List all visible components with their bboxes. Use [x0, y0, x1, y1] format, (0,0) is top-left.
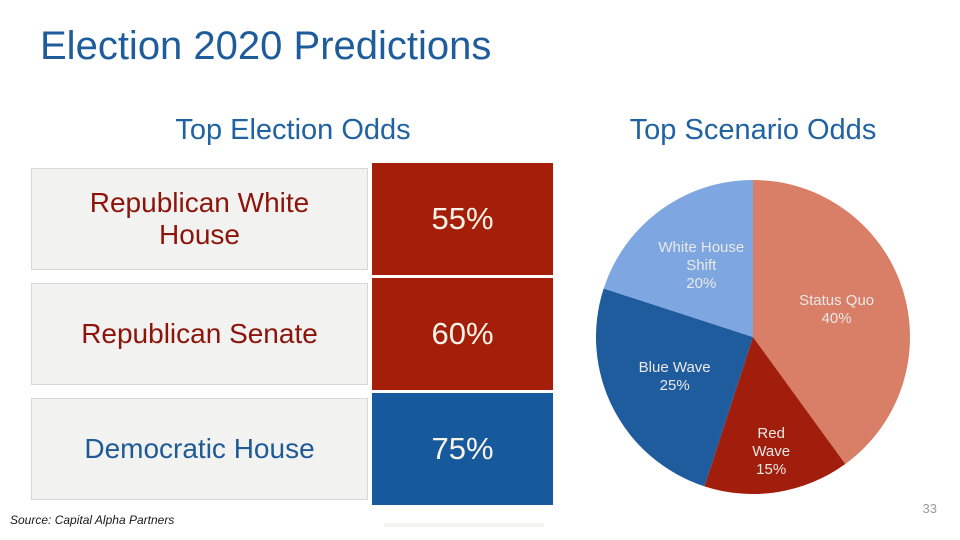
pie-label-status-quo: Status Quo 40% — [799, 292, 874, 328]
pie-label-line: 25% — [659, 376, 690, 394]
pie-label-red-wave: Red Wave 15% — [752, 425, 790, 479]
pie-label-white-house-shift: White House Shift 20% — [658, 239, 744, 293]
pie-slice-blue-wave — [595, 288, 753, 487]
pie-label-line: Blue Wave — [638, 358, 711, 376]
slide-title: Election 2020 Predictions — [40, 24, 492, 68]
odds-row-value-republican-senate: 60% — [372, 278, 553, 390]
scenario-odds-heading: Top Scenario Odds — [629, 114, 877, 146]
table-reflection — [384, 523, 544, 527]
pie-label-line: 20% — [686, 274, 717, 292]
source-note: Source: Capital Alpha Partners — [10, 513, 175, 527]
pie-slice-red-wave — [704, 337, 846, 495]
page-number: 33 — [922, 501, 937, 516]
pie-label-blue-wave: Blue Wave 25% — [639, 359, 711, 395]
scenario-pie: Status Quo 40% Red Wave 15% Blue Wave 25% White… — [588, 172, 918, 502]
pie-label-line: White House — [658, 238, 745, 256]
odds-row-value-republican-white-house: 55% — [372, 163, 553, 275]
pie-label-line: 15% — [756, 460, 787, 478]
pie-slice-white-house-shift — [603, 180, 753, 337]
election-odds-heading: Top Election Odds — [175, 114, 411, 146]
scenario-pie-svg — [595, 180, 911, 495]
odds-row-label-republican-white-house: Republican White House — [31, 168, 368, 270]
pie-label-line: 40% — [821, 309, 852, 327]
odds-row-label-republican-senate: Republican Senate — [31, 283, 368, 385]
pie-label-line: Shift — [686, 256, 717, 274]
pie-label-line: Status Quo — [799, 291, 875, 309]
odds-row-label-democratic-house: Democratic House — [31, 398, 368, 500]
pie-label-line: Wave — [752, 442, 791, 460]
pie-slice-status-quo — [753, 180, 911, 465]
odds-row-value-democratic-house: 75% — [372, 393, 553, 505]
pie-label-line: Red — [757, 424, 785, 442]
